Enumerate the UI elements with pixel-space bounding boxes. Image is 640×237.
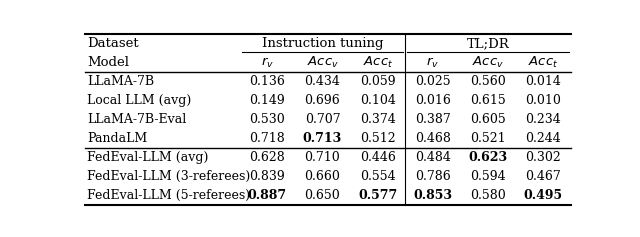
Text: 0.234: 0.234 — [525, 113, 561, 126]
Text: FedEval-LLM (avg): FedEval-LLM (avg) — [88, 151, 209, 164]
Text: 0.010: 0.010 — [525, 94, 561, 107]
Text: PandaLM: PandaLM — [88, 132, 148, 145]
Text: 0.387: 0.387 — [415, 113, 451, 126]
Text: 0.530: 0.530 — [250, 113, 285, 126]
Text: TL;DR: TL;DR — [467, 37, 509, 50]
Text: 0.628: 0.628 — [250, 151, 285, 164]
Text: 0.484: 0.484 — [415, 151, 451, 164]
Text: $Acc_v$: $Acc_v$ — [307, 55, 339, 70]
Text: 0.710: 0.710 — [305, 151, 340, 164]
Text: 0.887: 0.887 — [248, 189, 287, 202]
Text: 0.495: 0.495 — [524, 189, 563, 202]
Text: $Acc_t$: $Acc_t$ — [528, 55, 559, 70]
Text: 0.853: 0.853 — [413, 189, 452, 202]
Text: LLaMA-7B: LLaMA-7B — [88, 75, 155, 88]
Text: 0.016: 0.016 — [415, 94, 451, 107]
Text: Local LLM (avg): Local LLM (avg) — [88, 94, 192, 107]
Text: 0.512: 0.512 — [360, 132, 396, 145]
Text: 0.660: 0.660 — [305, 170, 340, 183]
Text: 0.615: 0.615 — [470, 94, 506, 107]
Text: $r_v$: $r_v$ — [426, 55, 440, 69]
Text: 0.577: 0.577 — [358, 189, 397, 202]
Text: 0.594: 0.594 — [470, 170, 506, 183]
Text: 0.025: 0.025 — [415, 75, 451, 88]
Text: 0.718: 0.718 — [250, 132, 285, 145]
Text: 0.104: 0.104 — [360, 94, 396, 107]
Text: 0.467: 0.467 — [525, 170, 561, 183]
Text: 0.713: 0.713 — [303, 132, 342, 145]
Text: LLaMA-7B-Eval: LLaMA-7B-Eval — [88, 113, 187, 126]
Text: 0.468: 0.468 — [415, 132, 451, 145]
Text: 0.374: 0.374 — [360, 113, 396, 126]
Text: 0.560: 0.560 — [470, 75, 506, 88]
Text: 0.839: 0.839 — [250, 170, 285, 183]
Text: 0.707: 0.707 — [305, 113, 340, 126]
Text: Model: Model — [88, 56, 129, 69]
Text: Instruction tuning: Instruction tuning — [262, 37, 383, 50]
Text: 0.554: 0.554 — [360, 170, 396, 183]
Text: $Acc_v$: $Acc_v$ — [472, 55, 504, 70]
Text: 0.434: 0.434 — [305, 75, 340, 88]
Text: 0.650: 0.650 — [305, 189, 340, 202]
Text: $Acc_t$: $Acc_t$ — [363, 55, 393, 70]
Text: FedEval-LLM (3-referees): FedEval-LLM (3-referees) — [88, 170, 251, 183]
Text: 0.136: 0.136 — [250, 75, 285, 88]
Text: 0.605: 0.605 — [470, 113, 506, 126]
Text: 0.149: 0.149 — [250, 94, 285, 107]
Text: 0.446: 0.446 — [360, 151, 396, 164]
Text: 0.623: 0.623 — [468, 151, 508, 164]
Text: 0.786: 0.786 — [415, 170, 451, 183]
Text: 0.014: 0.014 — [525, 75, 561, 88]
Text: $r_v$: $r_v$ — [260, 55, 274, 69]
Text: Dataset: Dataset — [88, 37, 139, 50]
Text: 0.696: 0.696 — [305, 94, 340, 107]
Text: 0.521: 0.521 — [470, 132, 506, 145]
Text: FedEval-LLM (5-referees): FedEval-LLM (5-referees) — [88, 189, 251, 202]
Text: 0.059: 0.059 — [360, 75, 396, 88]
Text: 0.580: 0.580 — [470, 189, 506, 202]
Text: 0.302: 0.302 — [525, 151, 561, 164]
Text: 0.244: 0.244 — [525, 132, 561, 145]
